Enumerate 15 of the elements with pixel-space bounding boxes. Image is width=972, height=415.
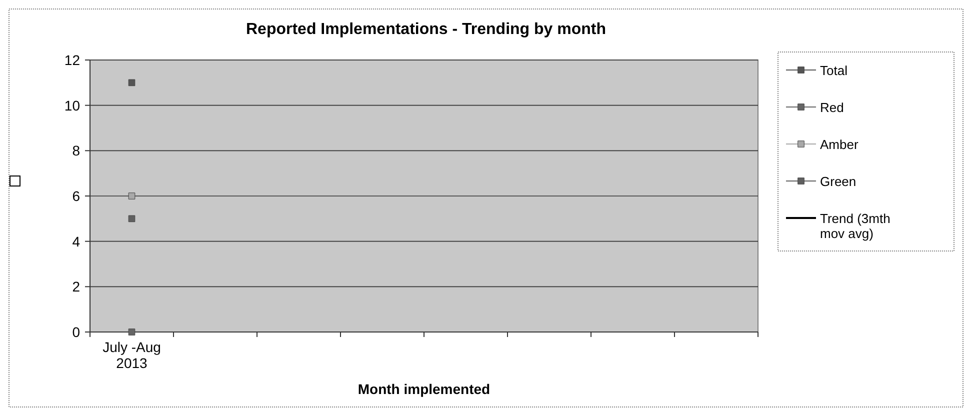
legend-label: Amber	[820, 137, 859, 152]
y-tick-label: 12	[64, 52, 80, 68]
y-tick-label: 0	[72, 324, 80, 340]
legend-label: Trend (3mth mov avg)	[820, 211, 890, 241]
legend-label: Red	[820, 100, 844, 115]
y-tick-label: 4	[72, 233, 80, 250]
y-tick-label: 8	[72, 142, 80, 159]
y-tick-label: 6	[72, 188, 80, 204]
y-tick-label: 2	[72, 278, 80, 295]
y-tick-label: 10	[64, 97, 80, 114]
legend-label: Green	[820, 174, 856, 189]
x-tick-label: July -Aug 2013	[102, 339, 161, 371]
chart-title: Reported Implementations - Trending by month	[246, 21, 606, 38]
legend-label: Total	[820, 63, 848, 78]
x-axis-title: Month implemented	[358, 381, 490, 397]
